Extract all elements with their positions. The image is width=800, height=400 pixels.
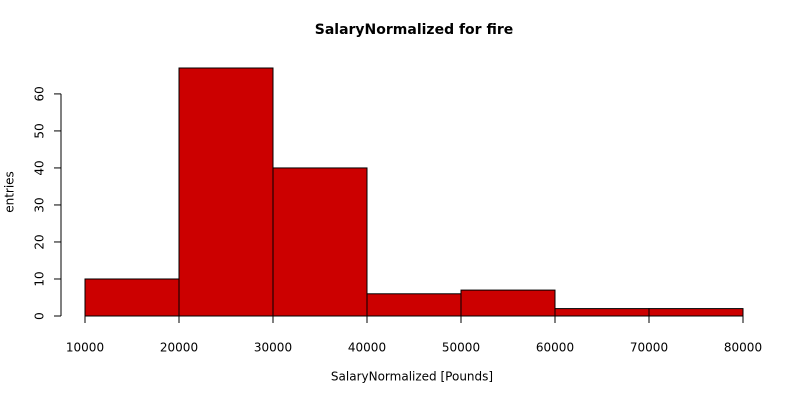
bar <box>272 167 368 317</box>
bar <box>554 308 650 317</box>
y-tick-label: 10 <box>33 271 47 286</box>
bar <box>648 308 744 317</box>
y-tick-label: 50 <box>33 123 47 138</box>
chart-title: SalaryNormalized for fire <box>315 22 513 38</box>
x-tick-label: 50000 <box>442 341 480 355</box>
x-tick-label: 20000 <box>160 341 198 355</box>
x-axis-label: SalaryNormalized [Pounds] <box>331 370 493 384</box>
x-tick-label: 30000 <box>254 341 292 355</box>
bar <box>178 67 274 317</box>
y-tick-label: 40 <box>33 160 47 175</box>
bar <box>460 289 556 317</box>
bar <box>366 293 462 317</box>
x-tick-label: 60000 <box>536 341 574 355</box>
y-tick-label: 20 <box>33 234 47 249</box>
y-tick-label: 60 <box>33 86 47 101</box>
x-tick-label: 10000 <box>66 341 104 355</box>
x-tick-label: 40000 <box>348 341 386 355</box>
x-tick-label: 80000 <box>724 341 762 355</box>
y-tick-label: 0 <box>33 312 47 320</box>
bar <box>84 278 180 317</box>
y-tick-label: 30 <box>33 197 47 212</box>
y-axis-label: entries <box>3 171 17 213</box>
x-tick-label: 70000 <box>630 341 668 355</box>
